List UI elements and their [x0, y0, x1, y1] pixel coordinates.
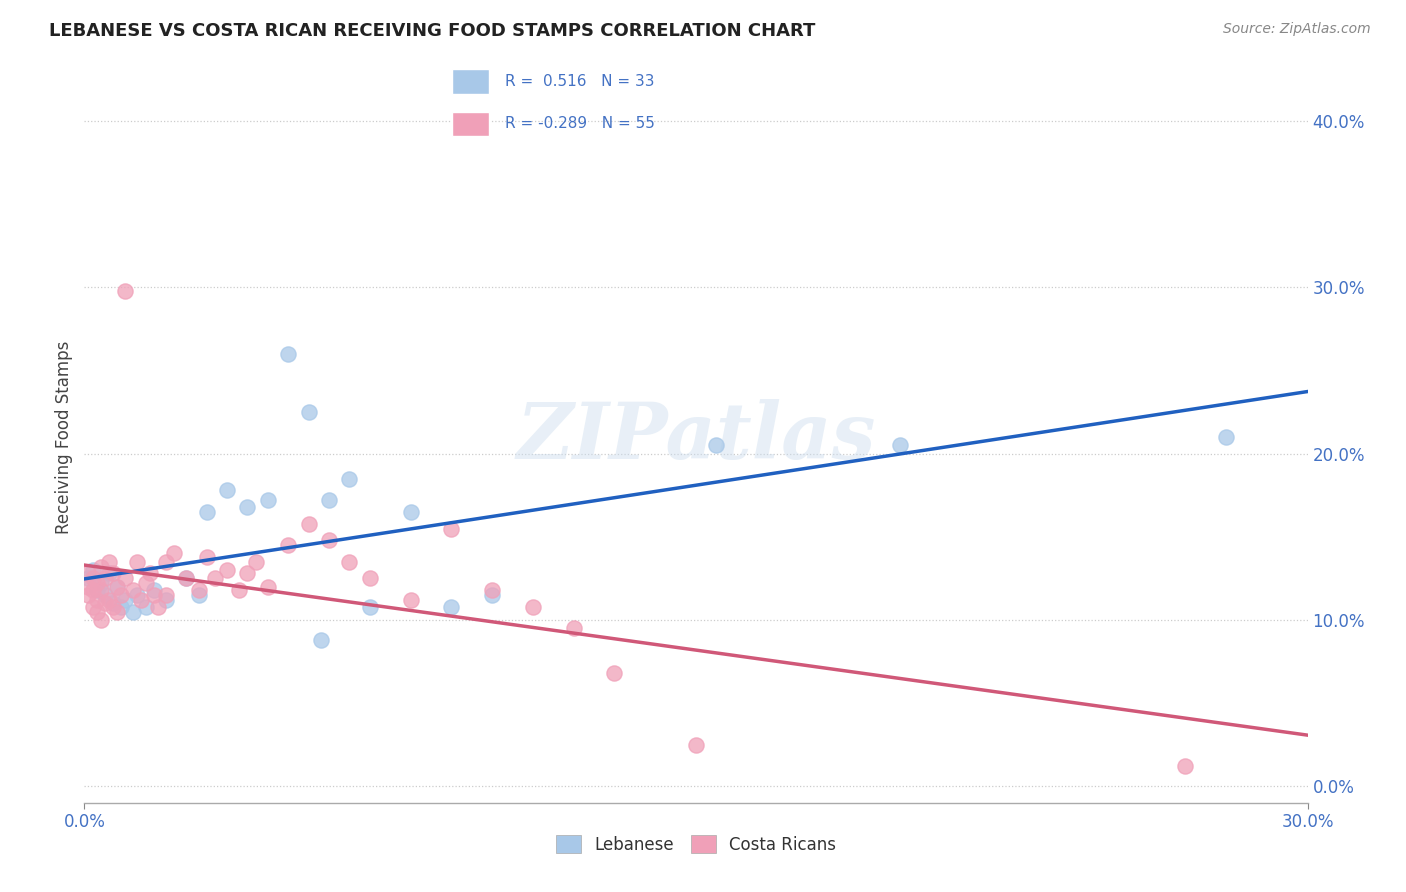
Point	[155, 588, 177, 602]
Point	[155, 555, 177, 569]
Point	[114, 593, 136, 607]
Point	[86, 605, 108, 619]
Point	[93, 571, 115, 585]
Point	[187, 582, 209, 597]
Point	[146, 599, 169, 614]
Point	[82, 582, 104, 597]
Point	[127, 555, 149, 569]
Text: LEBANESE VS COSTA RICAN RECEIVING FOOD STAMPS CORRELATION CHART: LEBANESE VS COSTA RICAN RECEIVING FOOD S…	[49, 22, 815, 40]
Point	[110, 588, 132, 602]
Point	[440, 521, 463, 535]
Point	[93, 588, 115, 602]
Point	[97, 555, 120, 569]
Point	[706, 438, 728, 452]
Point	[217, 483, 239, 498]
Point	[481, 582, 503, 597]
Point	[138, 566, 160, 581]
Point	[105, 605, 128, 619]
Point	[155, 593, 177, 607]
FancyBboxPatch shape	[453, 69, 489, 94]
Point	[257, 493, 280, 508]
Point	[1174, 759, 1197, 773]
Point	[298, 516, 321, 531]
Point	[236, 566, 259, 581]
Point	[77, 571, 100, 585]
Point	[97, 593, 120, 607]
Point	[122, 605, 145, 619]
Point	[399, 593, 422, 607]
Point	[187, 588, 209, 602]
Point	[122, 582, 145, 597]
Point	[309, 632, 332, 647]
Point	[339, 472, 361, 486]
Point	[131, 593, 153, 607]
Point	[399, 505, 422, 519]
Point	[298, 405, 321, 419]
Point	[257, 580, 280, 594]
Point	[163, 546, 186, 560]
Text: Source: ZipAtlas.com: Source: ZipAtlas.com	[1223, 22, 1371, 37]
Text: ZIPatlas: ZIPatlas	[516, 399, 876, 475]
Point	[195, 549, 218, 564]
Point	[90, 576, 112, 591]
Point	[77, 588, 100, 602]
Point	[86, 582, 108, 597]
Point	[603, 666, 626, 681]
Point	[82, 563, 104, 577]
Point	[174, 571, 197, 585]
Point	[889, 438, 911, 452]
Point	[90, 559, 112, 574]
Legend: Lebanese, Costa Ricans: Lebanese, Costa Ricans	[550, 829, 842, 860]
Point	[685, 738, 707, 752]
Point	[339, 555, 361, 569]
Point	[114, 284, 136, 298]
Point	[1215, 430, 1237, 444]
Point	[228, 582, 250, 597]
Point	[562, 621, 585, 635]
Point	[142, 588, 165, 602]
Point	[86, 576, 108, 591]
Point	[481, 588, 503, 602]
Point	[195, 505, 218, 519]
Point	[135, 576, 157, 591]
Point	[77, 580, 100, 594]
Point	[77, 566, 100, 581]
Point	[318, 533, 340, 548]
Text: R =  0.516   N = 33: R = 0.516 N = 33	[505, 74, 654, 88]
Point	[277, 347, 299, 361]
Point	[86, 593, 108, 607]
Point	[93, 596, 115, 610]
Point	[204, 571, 226, 585]
Point	[127, 588, 149, 602]
Point	[101, 599, 124, 614]
Point	[101, 596, 124, 610]
Point	[522, 599, 544, 614]
Point	[217, 563, 239, 577]
Point	[318, 493, 340, 508]
FancyBboxPatch shape	[453, 112, 489, 136]
Point	[236, 500, 259, 514]
Point	[142, 582, 165, 597]
Point	[359, 571, 381, 585]
Point	[105, 580, 128, 594]
Point	[135, 599, 157, 614]
Point	[114, 571, 136, 585]
Text: R = -0.289   N = 55: R = -0.289 N = 55	[505, 117, 655, 131]
Point	[101, 566, 124, 581]
Point	[110, 599, 132, 614]
Point	[82, 599, 104, 614]
Point	[97, 566, 120, 581]
Point	[359, 599, 381, 614]
Point	[90, 613, 112, 627]
Point	[174, 571, 197, 585]
Point	[440, 599, 463, 614]
Point	[90, 582, 112, 597]
Point	[277, 538, 299, 552]
Y-axis label: Receiving Food Stamps: Receiving Food Stamps	[55, 341, 73, 533]
Point	[82, 571, 104, 585]
Point	[245, 555, 267, 569]
Point	[105, 580, 128, 594]
